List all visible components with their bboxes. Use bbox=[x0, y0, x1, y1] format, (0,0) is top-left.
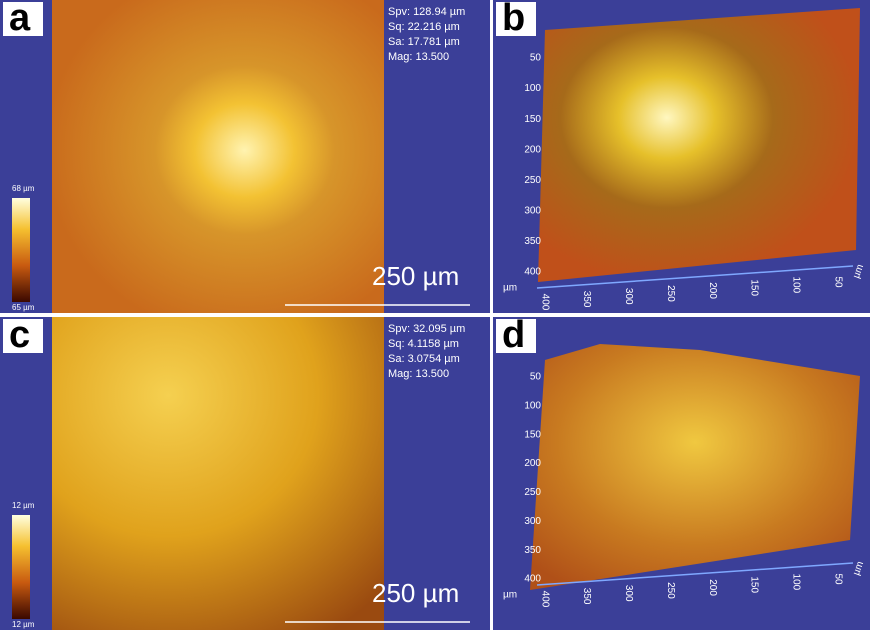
colorbar-max: 68 µm bbox=[12, 184, 35, 193]
x-tick-label: 100 bbox=[791, 574, 802, 591]
stat-text: Sa: 3.0754 µm bbox=[388, 353, 460, 365]
y-tick-label: 200 bbox=[524, 144, 541, 155]
y-tick-label: 50 bbox=[530, 53, 542, 64]
y-axis-unit: µm bbox=[503, 590, 517, 601]
colorbar-min: 12 µm bbox=[12, 620, 35, 629]
x-tick-label: 50 bbox=[832, 276, 843, 288]
x-tick-label: 350 bbox=[581, 291, 592, 308]
x-tick-label: 150 bbox=[749, 576, 760, 593]
surface-3d bbox=[538, 8, 860, 282]
x-tick-label: 200 bbox=[707, 579, 718, 596]
stat-text: Sq: 22.216 µm bbox=[388, 21, 460, 33]
y-tick-label: 50 bbox=[530, 372, 542, 383]
x-tick-label: 50 bbox=[832, 573, 843, 585]
y-tick-label: 200 bbox=[524, 458, 541, 469]
y-tick-label: 150 bbox=[524, 114, 541, 125]
figure: Spv: 128.94 µm Sq: 22.216 µm Sa: 17.781 µm… bbox=[0, 0, 870, 630]
y-tick-label: 350 bbox=[524, 236, 541, 247]
panel-letter: c bbox=[9, 314, 30, 356]
colorbar-max: 12 µm bbox=[12, 501, 35, 510]
stat-text: Spv: 128.94 µm bbox=[388, 6, 465, 18]
y-tick-label: 400 bbox=[524, 267, 541, 278]
x-tick-label: 100 bbox=[791, 277, 802, 294]
x-tick-label: 400 bbox=[539, 294, 550, 311]
stat-text: Mag: 13.500 bbox=[388, 368, 449, 380]
y-tick-label: 350 bbox=[524, 545, 541, 556]
y-tick-label: 300 bbox=[524, 516, 541, 527]
x-tick-label: 400 bbox=[539, 591, 550, 608]
y-tick-label: 400 bbox=[524, 574, 541, 585]
scale-bar-label: 250 µm bbox=[372, 261, 459, 291]
stat-text: Mag: 13.500 bbox=[388, 51, 449, 63]
x-tick-label: 300 bbox=[623, 585, 634, 602]
stat-text: Sa: 17.781 µm bbox=[388, 36, 460, 48]
x-tick-label: 300 bbox=[623, 288, 634, 305]
panel-letter: b bbox=[502, 0, 525, 39]
x-tick-label: 200 bbox=[707, 282, 718, 299]
colorbar bbox=[12, 515, 30, 619]
colorbar bbox=[12, 198, 30, 302]
y-tick-label: 100 bbox=[524, 400, 541, 411]
height-map bbox=[52, 317, 384, 630]
height-map bbox=[52, 0, 384, 313]
y-tick-label: 100 bbox=[524, 83, 541, 94]
x-tick-label: 250 bbox=[665, 582, 676, 599]
panel-letter: d bbox=[502, 314, 525, 356]
y-tick-label: 250 bbox=[524, 487, 541, 498]
y-axis-unit: µm bbox=[503, 283, 517, 294]
colorbar-min: 65 µm bbox=[12, 303, 35, 312]
x-tick-label: 250 bbox=[665, 285, 676, 302]
scale-bar-label: 250 µm bbox=[372, 578, 459, 608]
x-tick-label: 350 bbox=[581, 588, 592, 605]
x-tick-label: 150 bbox=[749, 279, 760, 296]
y-tick-label: 250 bbox=[524, 175, 541, 186]
y-tick-label: 150 bbox=[524, 429, 541, 440]
stat-text: Spv: 32.095 µm bbox=[388, 323, 465, 335]
stat-text: Sq: 4.1158 µm bbox=[388, 338, 459, 350]
panel-letter: a bbox=[9, 0, 31, 39]
y-tick-label: 300 bbox=[524, 205, 541, 216]
